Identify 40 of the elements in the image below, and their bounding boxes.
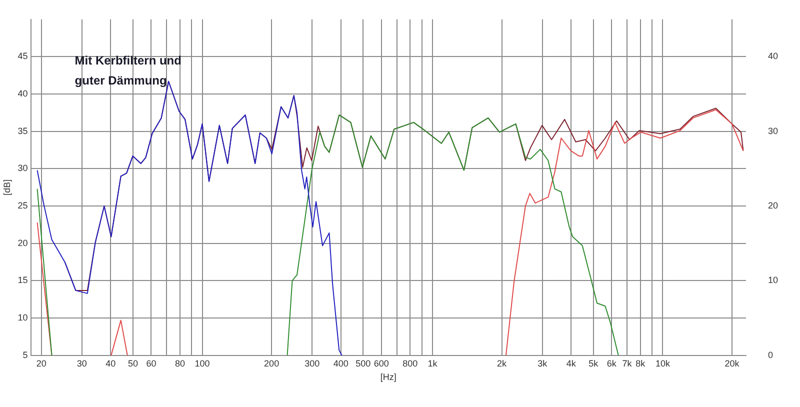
y2-tick-label: 30	[768, 126, 778, 136]
y-tick-label: 25	[18, 200, 28, 211]
x-tick-label: 200	[264, 358, 280, 368]
y-tick-label: 30	[18, 163, 28, 174]
annotation: Mit Kerbfiltern und guter Dämmung	[74, 54, 182, 88]
x-tick-label: 20k	[724, 358, 740, 368]
x-tick-label: 3k	[538, 358, 548, 368]
x-tick-label: 5k	[588, 358, 599, 368]
y-tick-label: 35	[18, 126, 28, 136]
x-tick-label: 60	[146, 358, 156, 368]
x-tick-label: 40	[106, 358, 116, 368]
x-tick-label: 80	[174, 358, 185, 368]
x-tick-label: 30	[76, 358, 87, 368]
x-tick-label: 800	[402, 358, 418, 368]
y-tick-label: 40	[18, 88, 28, 99]
x-tick-label: 50	[128, 358, 138, 368]
x-tick-label: 4k	[566, 358, 576, 368]
x-tick-label: 100	[194, 358, 210, 368]
x-axis-title: [Hz]	[380, 372, 396, 382]
x-tick-label: 8k	[636, 358, 646, 368]
y2-tick-label: 20	[768, 200, 778, 211]
y2-tick-label: 0	[768, 350, 774, 360]
y2-tick-label: 40	[768, 51, 778, 62]
y-tick-label: 20	[18, 238, 28, 248]
x-tick-label: 20	[36, 358, 46, 368]
x-tick-label: 1k	[428, 358, 438, 368]
x-tick-label: 2k	[497, 358, 508, 368]
y-tick-label: 10	[18, 312, 28, 323]
y-tick-label: 5	[22, 350, 28, 360]
x-tick-label: 10k	[655, 358, 670, 368]
y-axis-title: [dB]	[2, 179, 12, 196]
x-tick-label: 600	[374, 358, 389, 368]
y-tick-label: 15	[18, 275, 28, 286]
x-tick-label: 7k	[622, 358, 632, 368]
y-tick-label: 45	[18, 51, 28, 62]
x-tick-label: 400	[333, 358, 348, 368]
x-tick-label: 300	[304, 358, 320, 368]
x-tick-label: 6k	[606, 358, 617, 368]
x-tick-label: 500	[356, 358, 371, 368]
y2-tick-label: 10	[768, 275, 778, 286]
